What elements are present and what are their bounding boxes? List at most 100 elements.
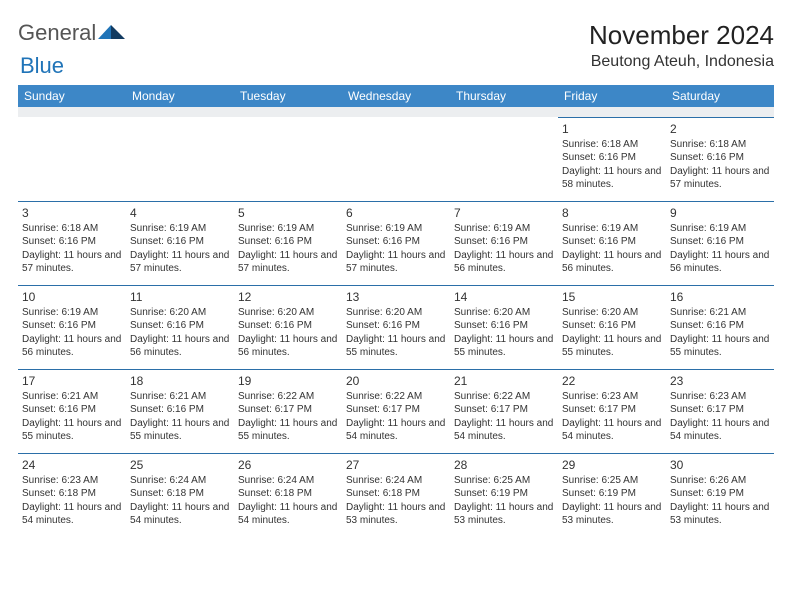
day-number: 4 bbox=[130, 205, 230, 221]
daylight-text: Daylight: 11 hours and 54 minutes. bbox=[346, 417, 446, 444]
day-number: 13 bbox=[346, 289, 446, 305]
sunset-text: Sunset: 6:16 PM bbox=[454, 235, 554, 249]
day-header: Thursday bbox=[450, 85, 558, 107]
title-block: November 2024 Beutong Ateuh, Indonesia bbox=[589, 20, 774, 71]
calendar-cell: 21Sunrise: 6:22 AMSunset: 6:17 PMDayligh… bbox=[450, 369, 558, 453]
daylight-text: Daylight: 11 hours and 53 minutes. bbox=[346, 501, 446, 528]
calendar-cell: 2Sunrise: 6:18 AMSunset: 6:16 PMDaylight… bbox=[666, 117, 774, 201]
day-number: 16 bbox=[670, 289, 770, 305]
calendar-cell: 25Sunrise: 6:24 AMSunset: 6:18 PMDayligh… bbox=[126, 453, 234, 537]
day-number: 20 bbox=[346, 373, 446, 389]
spacer-cell bbox=[666, 107, 774, 117]
calendar-cell: 3Sunrise: 6:18 AMSunset: 6:16 PMDaylight… bbox=[18, 201, 126, 285]
calendar-cell: 5Sunrise: 6:19 AMSunset: 6:16 PMDaylight… bbox=[234, 201, 342, 285]
sunrise-text: Sunrise: 6:25 AM bbox=[562, 474, 662, 488]
sunrise-text: Sunrise: 6:21 AM bbox=[130, 390, 230, 404]
calendar-cell: 9Sunrise: 6:19 AMSunset: 6:16 PMDaylight… bbox=[666, 201, 774, 285]
calendar-body: 1Sunrise: 6:18 AMSunset: 6:16 PMDaylight… bbox=[18, 107, 774, 537]
daylight-text: Daylight: 11 hours and 57 minutes. bbox=[346, 249, 446, 276]
calendar-cell: 15Sunrise: 6:20 AMSunset: 6:16 PMDayligh… bbox=[558, 285, 666, 369]
calendar-week: 24Sunrise: 6:23 AMSunset: 6:18 PMDayligh… bbox=[18, 453, 774, 537]
daylight-text: Daylight: 11 hours and 55 minutes. bbox=[346, 333, 446, 360]
sunset-text: Sunset: 6:16 PM bbox=[130, 403, 230, 417]
daylight-text: Daylight: 11 hours and 54 minutes. bbox=[130, 501, 230, 528]
daylight-text: Daylight: 11 hours and 54 minutes. bbox=[454, 417, 554, 444]
daylight-text: Daylight: 11 hours and 56 minutes. bbox=[670, 249, 770, 276]
sunrise-text: Sunrise: 6:22 AM bbox=[454, 390, 554, 404]
sunrise-text: Sunrise: 6:24 AM bbox=[238, 474, 338, 488]
calendar-table: SundayMondayTuesdayWednesdayThursdayFrid… bbox=[18, 85, 774, 537]
sunrise-text: Sunrise: 6:19 AM bbox=[22, 306, 122, 320]
day-number: 25 bbox=[130, 457, 230, 473]
day-number: 23 bbox=[670, 373, 770, 389]
daylight-text: Daylight: 11 hours and 55 minutes. bbox=[562, 333, 662, 360]
sunrise-text: Sunrise: 6:21 AM bbox=[670, 306, 770, 320]
page-subtitle: Beutong Ateuh, Indonesia bbox=[589, 53, 774, 71]
day-number: 10 bbox=[22, 289, 122, 305]
day-number: 30 bbox=[670, 457, 770, 473]
logo: General bbox=[18, 20, 126, 46]
day-number: 26 bbox=[238, 457, 338, 473]
calendar-cell: 14Sunrise: 6:20 AMSunset: 6:16 PMDayligh… bbox=[450, 285, 558, 369]
calendar-cell: 10Sunrise: 6:19 AMSunset: 6:16 PMDayligh… bbox=[18, 285, 126, 369]
daylight-text: Daylight: 11 hours and 56 minutes. bbox=[562, 249, 662, 276]
sunset-text: Sunset: 6:16 PM bbox=[562, 235, 662, 249]
calendar-week: 10Sunrise: 6:19 AMSunset: 6:16 PMDayligh… bbox=[18, 285, 774, 369]
sunrise-text: Sunrise: 6:23 AM bbox=[562, 390, 662, 404]
day-header: Saturday bbox=[666, 85, 774, 107]
sunset-text: Sunset: 6:17 PM bbox=[454, 403, 554, 417]
sunset-text: Sunset: 6:16 PM bbox=[22, 403, 122, 417]
calendar-cell: 4Sunrise: 6:19 AMSunset: 6:16 PMDaylight… bbox=[126, 201, 234, 285]
calendar-cell: 6Sunrise: 6:19 AMSunset: 6:16 PMDaylight… bbox=[342, 201, 450, 285]
calendar-cell bbox=[342, 117, 450, 201]
sunset-text: Sunset: 6:16 PM bbox=[670, 151, 770, 165]
daylight-text: Daylight: 11 hours and 54 minutes. bbox=[238, 501, 338, 528]
day-number: 19 bbox=[238, 373, 338, 389]
page-title: November 2024 bbox=[589, 20, 774, 51]
day-header: Monday bbox=[126, 85, 234, 107]
sunset-text: Sunset: 6:19 PM bbox=[670, 487, 770, 501]
sunset-text: Sunset: 6:16 PM bbox=[238, 319, 338, 333]
calendar-cell: 11Sunrise: 6:20 AMSunset: 6:16 PMDayligh… bbox=[126, 285, 234, 369]
calendar-cell: 24Sunrise: 6:23 AMSunset: 6:18 PMDayligh… bbox=[18, 453, 126, 537]
logo-text-general: General bbox=[18, 20, 96, 46]
calendar-cell bbox=[18, 117, 126, 201]
daylight-text: Daylight: 11 hours and 57 minutes. bbox=[670, 165, 770, 192]
sunrise-text: Sunrise: 6:20 AM bbox=[454, 306, 554, 320]
day-number: 2 bbox=[670, 121, 770, 137]
calendar-cell bbox=[450, 117, 558, 201]
daylight-text: Daylight: 11 hours and 57 minutes. bbox=[130, 249, 230, 276]
sunrise-text: Sunrise: 6:18 AM bbox=[22, 222, 122, 236]
day-header: Wednesday bbox=[342, 85, 450, 107]
sunset-text: Sunset: 6:18 PM bbox=[22, 487, 122, 501]
daylight-text: Daylight: 11 hours and 58 minutes. bbox=[562, 165, 662, 192]
sunset-text: Sunset: 6:16 PM bbox=[562, 319, 662, 333]
sunrise-text: Sunrise: 6:19 AM bbox=[346, 222, 446, 236]
calendar-cell: 12Sunrise: 6:20 AMSunset: 6:16 PMDayligh… bbox=[234, 285, 342, 369]
calendar-page: General November 2024 Beutong Ateuh, Ind… bbox=[0, 0, 792, 547]
sunrise-text: Sunrise: 6:19 AM bbox=[562, 222, 662, 236]
spacer-cell bbox=[558, 107, 666, 117]
sunrise-text: Sunrise: 6:20 AM bbox=[562, 306, 662, 320]
calendar-cell: 8Sunrise: 6:19 AMSunset: 6:16 PMDaylight… bbox=[558, 201, 666, 285]
calendar-cell: 20Sunrise: 6:22 AMSunset: 6:17 PMDayligh… bbox=[342, 369, 450, 453]
sunset-text: Sunset: 6:18 PM bbox=[346, 487, 446, 501]
sunset-text: Sunset: 6:16 PM bbox=[670, 319, 770, 333]
sunrise-text: Sunrise: 6:18 AM bbox=[562, 138, 662, 152]
sunset-text: Sunset: 6:16 PM bbox=[130, 319, 230, 333]
calendar-cell: 30Sunrise: 6:26 AMSunset: 6:19 PMDayligh… bbox=[666, 453, 774, 537]
sunrise-text: Sunrise: 6:19 AM bbox=[238, 222, 338, 236]
sunset-text: Sunset: 6:16 PM bbox=[562, 151, 662, 165]
day-header: Friday bbox=[558, 85, 666, 107]
daylight-text: Daylight: 11 hours and 54 minutes. bbox=[670, 417, 770, 444]
sunset-text: Sunset: 6:16 PM bbox=[346, 319, 446, 333]
sunrise-text: Sunrise: 6:21 AM bbox=[22, 390, 122, 404]
calendar-week: 1Sunrise: 6:18 AMSunset: 6:16 PMDaylight… bbox=[18, 117, 774, 201]
logo-text-blue: Blue bbox=[20, 53, 64, 78]
calendar-cell: 7Sunrise: 6:19 AMSunset: 6:16 PMDaylight… bbox=[450, 201, 558, 285]
sunset-text: Sunset: 6:16 PM bbox=[22, 235, 122, 249]
day-number: 6 bbox=[346, 205, 446, 221]
sunset-text: Sunset: 6:17 PM bbox=[238, 403, 338, 417]
calendar-cell bbox=[126, 117, 234, 201]
calendar-cell: 29Sunrise: 6:25 AMSunset: 6:19 PMDayligh… bbox=[558, 453, 666, 537]
